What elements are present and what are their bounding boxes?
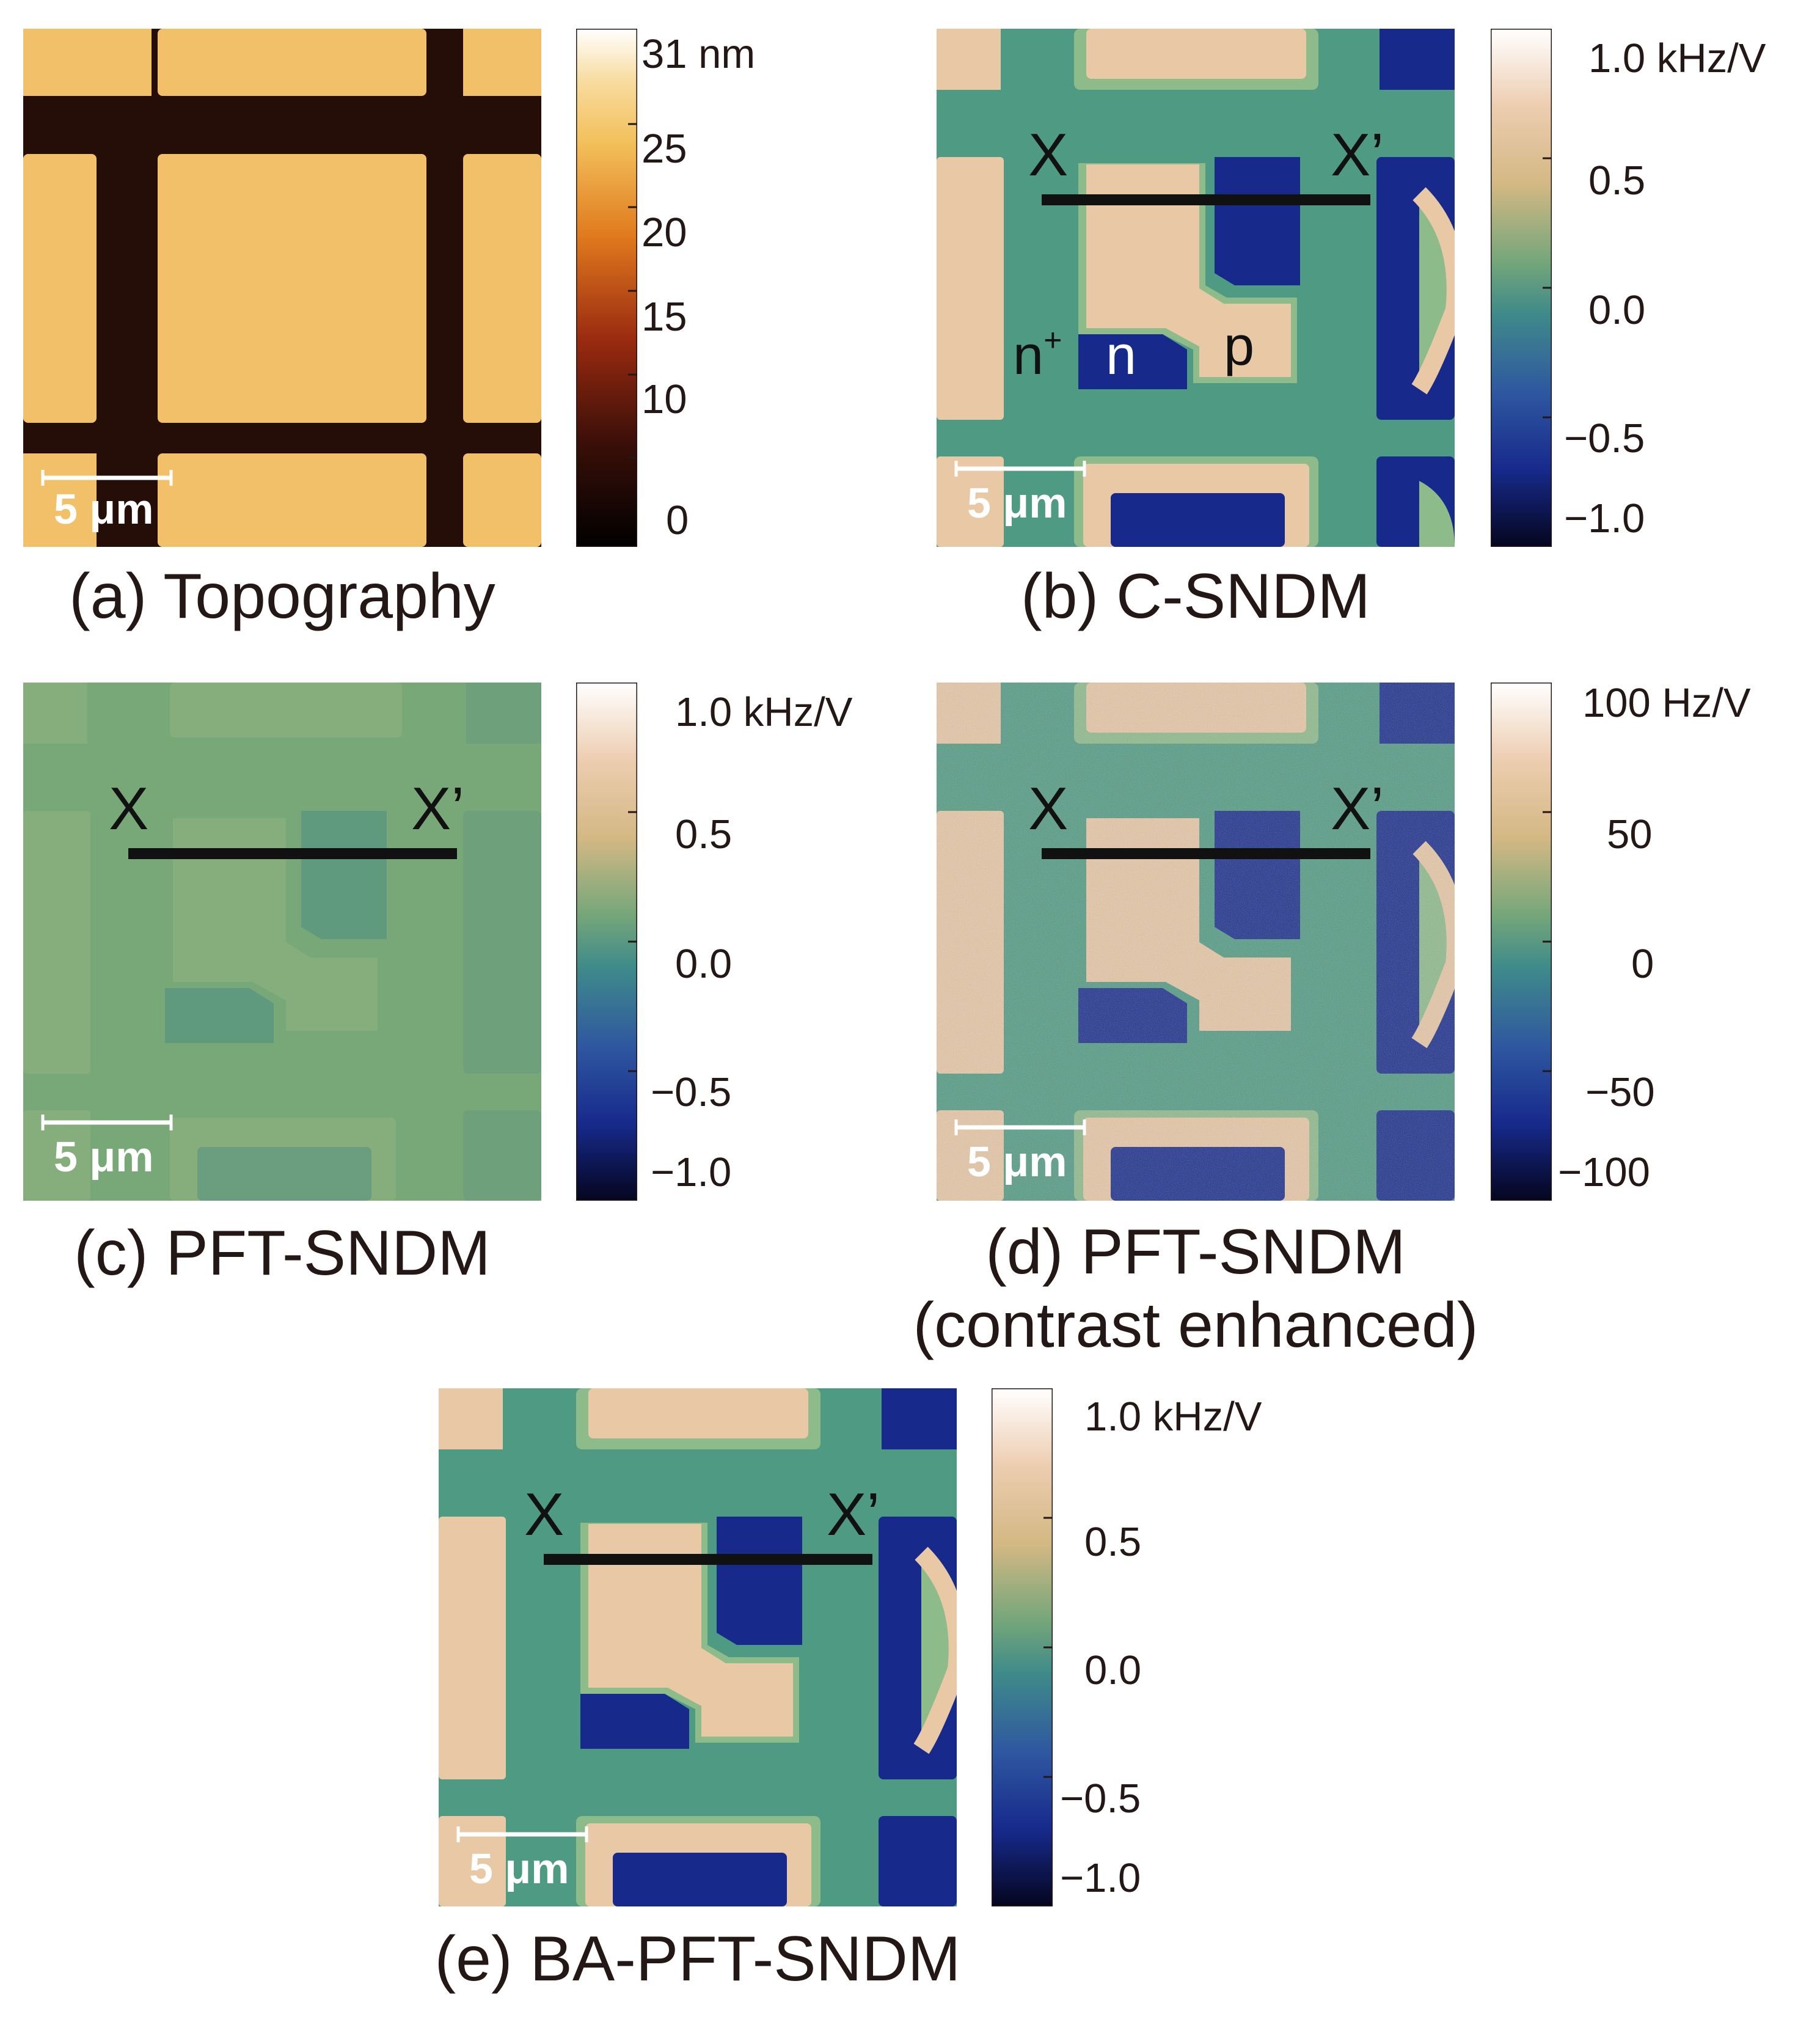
pft-sndm-enhanced-map: X X’ 5 μm: [937, 683, 1455, 1201]
colorbar-tick-label: 25: [641, 126, 687, 172]
scale-bar-label: 5 μm: [967, 1138, 1067, 1185]
colorbar-tick-label: 1.0 kHz/V: [675, 689, 853, 735]
line-end-label: X’: [1331, 121, 1384, 188]
pft-sndm-map: X X’ 5 μm: [23, 683, 541, 1201]
colorbar-tick-label: −1.0: [651, 1149, 732, 1195]
c-sndm-map: X X’ n+ n p 5 μm: [937, 29, 1455, 547]
scale-bar: 5 μm: [954, 461, 1086, 527]
colorbar-tick-label: −1.0: [1564, 496, 1645, 541]
colorbar-tick-label: 0.5: [1588, 158, 1646, 203]
line-start-label: X: [1028, 121, 1068, 188]
region-n-plus-label: n+: [1013, 323, 1062, 386]
colorbar-tick-label: 50: [1607, 811, 1653, 857]
colorbar-tick-label: −50: [1585, 1069, 1655, 1115]
panel-b-caption: (b) C-SNDM: [1021, 561, 1370, 632]
pft-sndm-enhanced-colorbar: [1491, 683, 1552, 1201]
panel-e-caption: (e) BA-PFT-SNDM: [434, 1924, 961, 1994]
colorbar-tick-label: 10: [641, 376, 687, 422]
topography-map: 5 μm: [23, 29, 541, 547]
line-start-label: X: [1028, 775, 1068, 842]
colorbar-tick-label: −0.5: [1564, 416, 1645, 461]
scale-bar-label: 5 μm: [967, 479, 1067, 527]
region-n-label: n: [1106, 325, 1136, 386]
colorbar-tick-label: 0.5: [1084, 1519, 1142, 1565]
colorbar-tick-label: −0.5: [1060, 1776, 1141, 1822]
scale-bar-label: 5 μm: [469, 1845, 569, 1892]
colorbar-tick-label: −0.5: [651, 1069, 732, 1115]
panel-a-caption: (a) Topography: [69, 561, 495, 632]
scale-bar-label: 5 μm: [54, 1133, 153, 1181]
scale-bar: 5 μm: [954, 1119, 1086, 1185]
line-start-label: X: [109, 775, 148, 842]
colorbar-tick-label: 0.0: [1588, 287, 1646, 333]
colorbar-tick-label: −1.0: [1060, 1855, 1141, 1901]
colorbar-tick-label: 0.0: [1084, 1647, 1142, 1693]
scale-bar: 5 μm: [456, 1826, 588, 1892]
colorbar-tick-label: 100 Hz/V: [1582, 680, 1751, 726]
c-sndm-colorbar: [1491, 29, 1552, 547]
colorbar-tick-label: −100: [1558, 1149, 1650, 1195]
colorbar-tick-label: 1.0 kHz/V: [1588, 35, 1766, 81]
colorbar-tick-label: 0: [666, 497, 689, 543]
colorbar-tick-label: 0.0: [675, 941, 733, 987]
line-end-label: X’: [827, 1481, 880, 1548]
line-end-label: X’: [411, 775, 464, 842]
colorbar-tick-label: 0.5: [675, 811, 733, 857]
pft-sndm-colorbar: [576, 683, 637, 1201]
colorbar-tick-label: 15: [641, 294, 687, 340]
panel-d-caption-line2: (contrast enhanced): [913, 1290, 1478, 1361]
ba-pft-sndm-colorbar: [992, 1388, 1053, 1906]
line-start-label: X: [524, 1481, 564, 1548]
line-end-label: X’: [1331, 775, 1384, 842]
colorbar-tick-label: 20: [641, 210, 687, 255]
region-p-label: p: [1224, 316, 1254, 377]
colorbar-tick-label: 31 nm: [641, 31, 756, 77]
noise-overlay: [937, 683, 1455, 1201]
topography-colorbar: [576, 29, 637, 547]
panel-c-caption: (c) PFT-SNDM: [74, 1218, 491, 1289]
scale-bar: 5 μm: [41, 470, 173, 533]
colorbar-tick-label: 0: [1631, 941, 1654, 987]
scale-bar-label: 5 μm: [54, 485, 153, 533]
scale-bar: 5 μm: [41, 1115, 173, 1181]
colorbar-tick-label: 1.0 kHz/V: [1084, 1394, 1262, 1440]
panel-d-caption-line1: (d) PFT-SNDM: [985, 1217, 1406, 1287]
ba-pft-sndm-map: X X’ 5 μm: [439, 1388, 957, 1906]
